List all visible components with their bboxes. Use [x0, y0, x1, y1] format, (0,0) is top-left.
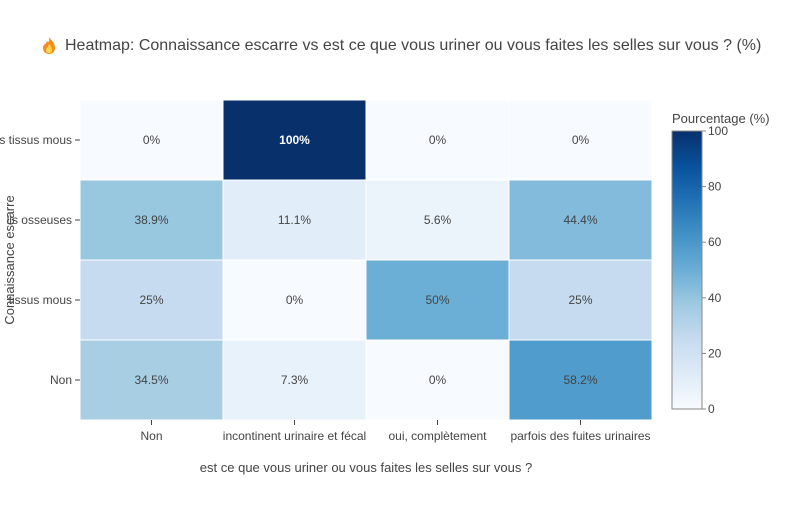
colorbar-tick-label: 60: [708, 235, 722, 249]
heatmap-cell-label: 0%: [143, 133, 161, 147]
heatmap-cell-label: 5.6%: [424, 213, 452, 227]
colorbar-tick-label: 40: [708, 291, 722, 305]
heatmap-cell: [366, 100, 509, 180]
heatmap-cell: [509, 100, 652, 180]
colorbar-tick-label: 100: [708, 124, 728, 138]
heatmap-cell: [366, 340, 509, 420]
heatmap-cell-label: 100%: [279, 133, 310, 147]
x-tick-label: oui, complètement: [388, 429, 487, 443]
heatmap-cell: [509, 180, 652, 260]
heatmap-cell-label: 0%: [286, 293, 304, 307]
colorbar-tick-label: 0: [708, 402, 715, 416]
colorbar-ticks: 0 20 40 60 80 100: [702, 124, 728, 416]
heatmap-cell-label: 11.1%: [278, 213, 311, 227]
x-tick-label: incontinent urinaire et fécal: [223, 429, 366, 443]
heatmap-cell-label: 0%: [429, 373, 447, 387]
y-tick-label: lis osseuses: [7, 213, 72, 227]
heatmap-cell-label: 0%: [572, 133, 590, 147]
heatmap-cell-label: 34.5%: [134, 373, 168, 387]
heatmap-cell-label: 58.2%: [563, 373, 597, 387]
y-tick-label: tissus mous: [9, 293, 72, 307]
heatmap-cell: [223, 260, 366, 340]
chart-title-group: Heatmap: Connaissance escarre vs est ce …: [43, 37, 761, 54]
fire-icon: [43, 37, 55, 54]
colorbar: Pourcentage (%) 0 20 40 60 80 100: [671, 111, 770, 416]
heatmap-cells: [80, 100, 652, 420]
y-axis-ticks: es tissus mous lis osseuses tissus mous Non: [0, 133, 80, 387]
heatmap-cell-label: 0%: [429, 133, 447, 147]
heatmap-cell-label: 7.3%: [281, 373, 309, 387]
colorbar-title: Pourcentage (%): [672, 111, 770, 126]
heatmap-cell: [366, 180, 509, 260]
heatmap-cell-label: 25%: [139, 293, 163, 307]
heatmap-cell-label: 50%: [425, 293, 449, 307]
heatmap-cell-label: 38.9%: [134, 213, 168, 227]
x-tick-label: parfois des fuites urinaires: [510, 429, 650, 443]
heatmap-cell: [509, 340, 652, 420]
heatmap-cell: [223, 180, 366, 260]
colorbar-tick-label: 20: [708, 346, 722, 360]
x-axis-title: est ce que vous uriner ou vous faites le…: [200, 460, 532, 475]
y-tick-label: Non: [50, 373, 72, 387]
heatmap-cell-label: 25%: [568, 293, 592, 307]
y-axis-title: Connaissance escarre: [2, 195, 17, 324]
heatmap-cell: [223, 100, 366, 180]
x-axis-ticks: Non incontinent urinaire et fécal oui, com…: [140, 420, 651, 443]
heatmap-cell: [80, 100, 223, 180]
colorbar-tick-label: 80: [708, 180, 722, 194]
heatmap-cell-labels: 0% 100% 0% 0% 38.9% 11.1% 5.6% 44.4% 25% 0% 50% 25%…: [134, 133, 597, 387]
x-tick-label: Non: [140, 429, 162, 443]
heatmap-cell: [80, 340, 223, 420]
chart-title: Heatmap: Connaissance escarre vs est ce …: [65, 37, 761, 54]
heatmap-cell: [223, 340, 366, 420]
heatmap-cell: [80, 260, 223, 340]
heatmap-cell: [366, 260, 509, 340]
colorbar-gradient: [671, 130, 703, 410]
heatmap-cell: [509, 260, 652, 340]
heatmap-cell: [80, 180, 223, 260]
y-tick-label: es tissus mous: [0, 133, 72, 147]
heatmap-cell-label: 44.4%: [563, 213, 597, 227]
